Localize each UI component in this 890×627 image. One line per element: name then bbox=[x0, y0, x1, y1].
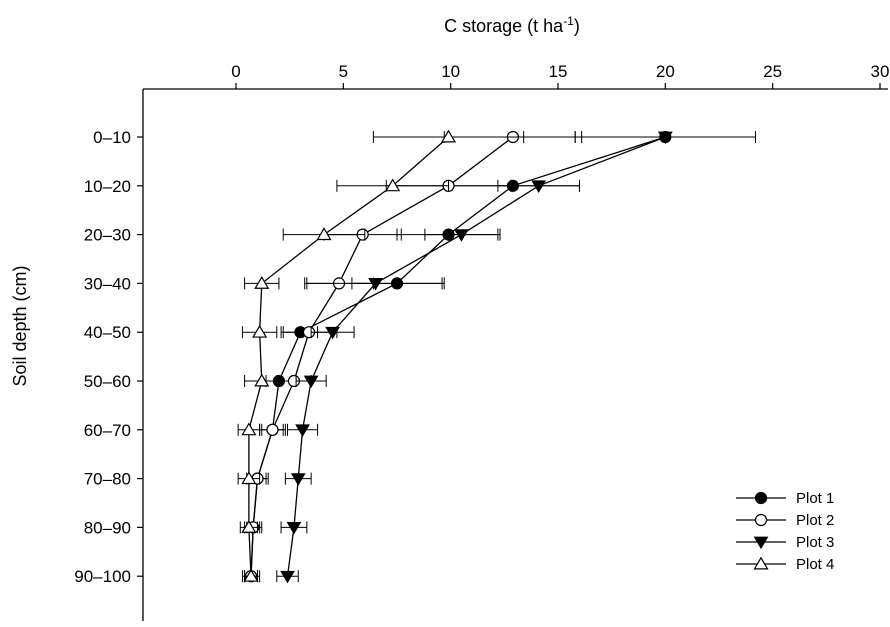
data-point bbox=[243, 568, 259, 582]
y-tick-label: 40–50 bbox=[84, 323, 131, 342]
x-tick-label: 15 bbox=[549, 62, 568, 81]
data-point bbox=[531, 180, 547, 193]
data-point bbox=[266, 423, 279, 436]
y-axis-title: Soil depth (cm) bbox=[10, 265, 30, 386]
legend-marker bbox=[753, 556, 769, 570]
data-point bbox=[454, 229, 469, 242]
x-tick-label: 30 bbox=[871, 62, 890, 81]
series-line bbox=[250, 136, 514, 577]
data-point bbox=[254, 276, 270, 289]
data-point bbox=[241, 422, 257, 436]
data-point bbox=[440, 129, 457, 143]
data-point bbox=[241, 520, 257, 533]
y-tick-label: 80–90 bbox=[84, 518, 131, 537]
data-point bbox=[290, 473, 306, 486]
data-point bbox=[368, 278, 383, 291]
legend-marker bbox=[754, 491, 768, 505]
legend-item: Plot 4 bbox=[736, 556, 834, 573]
legend: Plot 1 Plot 2 Plot 3 Plot 4 bbox=[736, 490, 834, 573]
plot-area: 0 5 10 15 20 25 30 0–10 10–20 20–30 30–40 40–50 50–6… bbox=[74, 62, 889, 621]
data-point bbox=[241, 471, 257, 485]
data-point bbox=[252, 324, 268, 338]
legend-label: Plot 3 bbox=[796, 534, 834, 551]
data-point bbox=[280, 570, 295, 584]
data-point bbox=[303, 375, 319, 389]
series-line bbox=[248, 136, 449, 577]
legend-label: Plot 2 bbox=[796, 512, 834, 529]
data-point bbox=[295, 424, 310, 437]
legend-item: Plot 3 bbox=[736, 534, 834, 551]
series-plot-3 bbox=[276, 131, 756, 584]
x-axis-title-close: ) bbox=[574, 16, 580, 36]
x-tick-label: 5 bbox=[339, 62, 348, 81]
legend-label: Plot 4 bbox=[796, 556, 834, 573]
y-tick-label: 10–20 bbox=[84, 177, 131, 196]
legend-marker bbox=[754, 513, 768, 527]
series-plot-4 bbox=[237, 129, 525, 583]
data-point bbox=[316, 227, 332, 241]
y-tick-label: 90–100 bbox=[74, 567, 131, 586]
y-tick-label: 70–80 bbox=[84, 470, 131, 489]
x-tick-label: 20 bbox=[656, 62, 675, 81]
y-tick-label: 20–30 bbox=[84, 226, 131, 245]
y-tick-label: 60–70 bbox=[84, 421, 131, 440]
x-tick-label: 10 bbox=[441, 62, 460, 81]
y-tick-label: 0–10 bbox=[93, 128, 131, 147]
legend-item: Plot 1 bbox=[736, 490, 834, 507]
x-axis-title: C storage (t ha-1) bbox=[444, 14, 580, 36]
x-axis-title-exponent: -1 bbox=[563, 14, 574, 28]
data-point bbox=[286, 522, 302, 535]
y-tick-label: 50–60 bbox=[84, 372, 131, 391]
legend-item: Plot 2 bbox=[736, 512, 834, 529]
x-tick-label: 0 bbox=[231, 62, 240, 81]
legend-marker bbox=[753, 536, 769, 550]
data-point bbox=[325, 326, 340, 340]
data-point bbox=[254, 373, 270, 387]
x-axis-title-main: C storage (t ha bbox=[444, 16, 564, 36]
legend-label: Plot 1 bbox=[796, 490, 834, 507]
series-line bbox=[250, 136, 666, 577]
data-point bbox=[657, 131, 673, 145]
data-point bbox=[385, 178, 401, 192]
y-tick-label: 30–40 bbox=[84, 274, 131, 293]
series-line bbox=[286, 136, 666, 577]
x-tick-label: 25 bbox=[763, 62, 782, 81]
